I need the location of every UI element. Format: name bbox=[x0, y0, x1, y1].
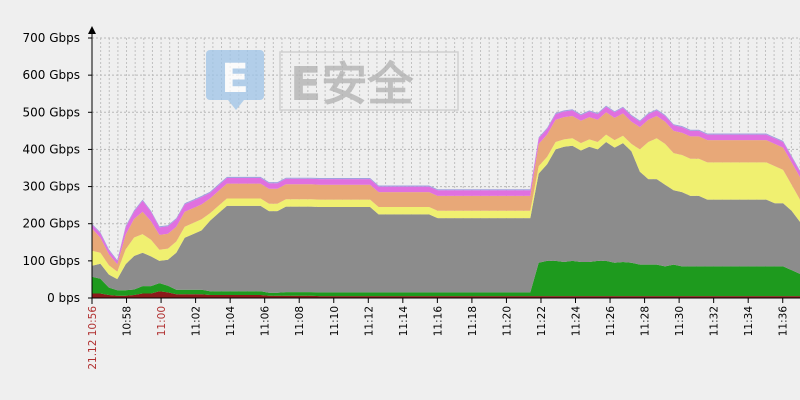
series-area-1 bbox=[92, 291, 800, 298]
x-tick-label: 11:22 bbox=[536, 306, 548, 336]
x-tick-label: 11:30 bbox=[674, 306, 686, 336]
y-axis-arrow bbox=[88, 26, 96, 34]
x-tick-label: 11:24 bbox=[571, 306, 583, 337]
watermark-text: E安全 bbox=[290, 57, 414, 111]
y-tick-label: 600 Gbps bbox=[22, 68, 80, 82]
y-tick-label: 700 Gbps bbox=[22, 31, 80, 45]
series-area-5 bbox=[92, 112, 800, 272]
x-tick-label: 11:04 bbox=[225, 306, 237, 337]
y-axis-ticks: 0 bps 100 Gbps 200 Gbps 300 Gbps 400 Gbps 500… bbox=[22, 31, 92, 305]
x-tick-label: 21.12 10:56 bbox=[87, 306, 99, 370]
y-tick-label: 100 Gbps bbox=[22, 254, 80, 268]
x-tick-label: 11:32 bbox=[709, 306, 721, 336]
x-tick-label: 11:02 bbox=[191, 306, 203, 336]
axes bbox=[88, 26, 800, 304]
x-tick-label: 11:10 bbox=[329, 306, 341, 336]
x-tick-label: 11:28 bbox=[640, 306, 652, 336]
stacked-area-plot bbox=[92, 105, 800, 298]
y-tick-label: 200 Gbps bbox=[22, 217, 80, 231]
y-tick-label: 400 Gbps bbox=[22, 142, 80, 156]
x-tick-label: 11:12 bbox=[363, 306, 375, 336]
x-tick-label: 11:16 bbox=[432, 306, 444, 337]
watermark-logo: E E安全 bbox=[206, 50, 459, 111]
x-tick-label: 11:36 bbox=[778, 306, 790, 337]
series-area-3 bbox=[92, 142, 800, 293]
x-tick-label: 11:34 bbox=[743, 306, 755, 337]
series-area-2 bbox=[92, 260, 800, 297]
x-tick-label: 10:58 bbox=[122, 306, 134, 336]
x-tick-label: 11:26 bbox=[605, 306, 617, 337]
x-tick-label: 11:00 bbox=[156, 306, 168, 336]
watermark-badge bbox=[206, 50, 264, 100]
y-tick-label: 300 Gbps bbox=[22, 180, 80, 194]
x-tick-label: 11:20 bbox=[501, 306, 513, 336]
x-tick-label: 11:18 bbox=[467, 306, 479, 336]
y-tick-label: 500 Gbps bbox=[22, 105, 80, 119]
watermark-badge-letter: E bbox=[221, 56, 248, 102]
x-axis-ticks: 21.12 10:56 10:58 11:00 11:02 11:04 11:06 11:0… bbox=[87, 298, 790, 370]
x-tick-label: 11:08 bbox=[294, 306, 306, 336]
x-tick-label: 11:14 bbox=[398, 306, 410, 337]
watermark-text-frame bbox=[279, 51, 459, 111]
x-tick-label: 11:06 bbox=[260, 306, 272, 337]
y-tick-label: 0 bps bbox=[47, 291, 80, 305]
watermark-badge-tail bbox=[228, 100, 244, 110]
